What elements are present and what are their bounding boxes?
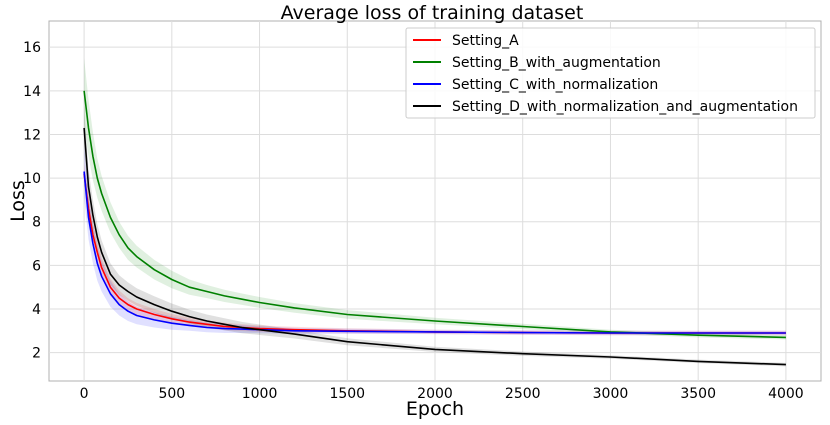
line-setting-d-with-normalization-and-augmentation — [83, 127, 786, 366]
x-tick-label: 4000 — [768, 386, 804, 402]
confidence-bands — [84, 58, 786, 367]
x-tick-label: 500 — [158, 386, 185, 402]
x-tick-label: 2000 — [417, 386, 453, 402]
legend-box — [405, 27, 816, 119]
legend-label: Setting_A — [452, 33, 519, 49]
x-tick-label: 3000 — [593, 386, 629, 402]
x-tick-label: 0 — [80, 386, 89, 402]
x-axis-ticks: 0 500 1000 1500 2000 2500 3000 3500 4000 — [80, 386, 804, 402]
x-tick-label: 1000 — [242, 386, 278, 402]
y-tick-label: 8 — [32, 215, 41, 231]
x-tick-label: 1500 — [329, 386, 365, 402]
band-setting-a — [84, 162, 786, 336]
y-tick-label: 10 — [23, 171, 41, 187]
legend-label: Setting_D_with_normalization_and_augment… — [452, 99, 798, 115]
x-tick-label: 2500 — [505, 386, 541, 402]
chart-title: Average loss of training dataset — [281, 2, 584, 24]
y-tick-label: 14 — [23, 84, 41, 100]
y-tick-label: 6 — [32, 258, 41, 274]
y-tick-label: 4 — [32, 302, 41, 318]
y-axis-ticks: 2 4 6 8 10 12 14 16 — [23, 40, 41, 361]
line-setting-c-with-normalization — [83, 171, 786, 334]
legend: Setting_A Setting_B_with_augmentation Sett… — [405, 27, 816, 119]
line-setting-b-with-augmentation — [83, 90, 786, 339]
x-axis-label: Epoch — [406, 398, 464, 420]
x-tick-label: 3500 — [680, 386, 716, 402]
series-lines — [83, 90, 786, 366]
y-tick-label: 12 — [23, 127, 41, 143]
y-tick-label: 2 — [32, 346, 41, 362]
legend-label: Setting_C_with_normalization — [452, 77, 658, 93]
y-tick-label: 16 — [23, 40, 41, 56]
legend-label: Setting_B_with_augmentation — [452, 55, 661, 71]
y-axis-label: Loss — [7, 180, 29, 222]
band-setting-c-with-normalization — [84, 145, 786, 336]
